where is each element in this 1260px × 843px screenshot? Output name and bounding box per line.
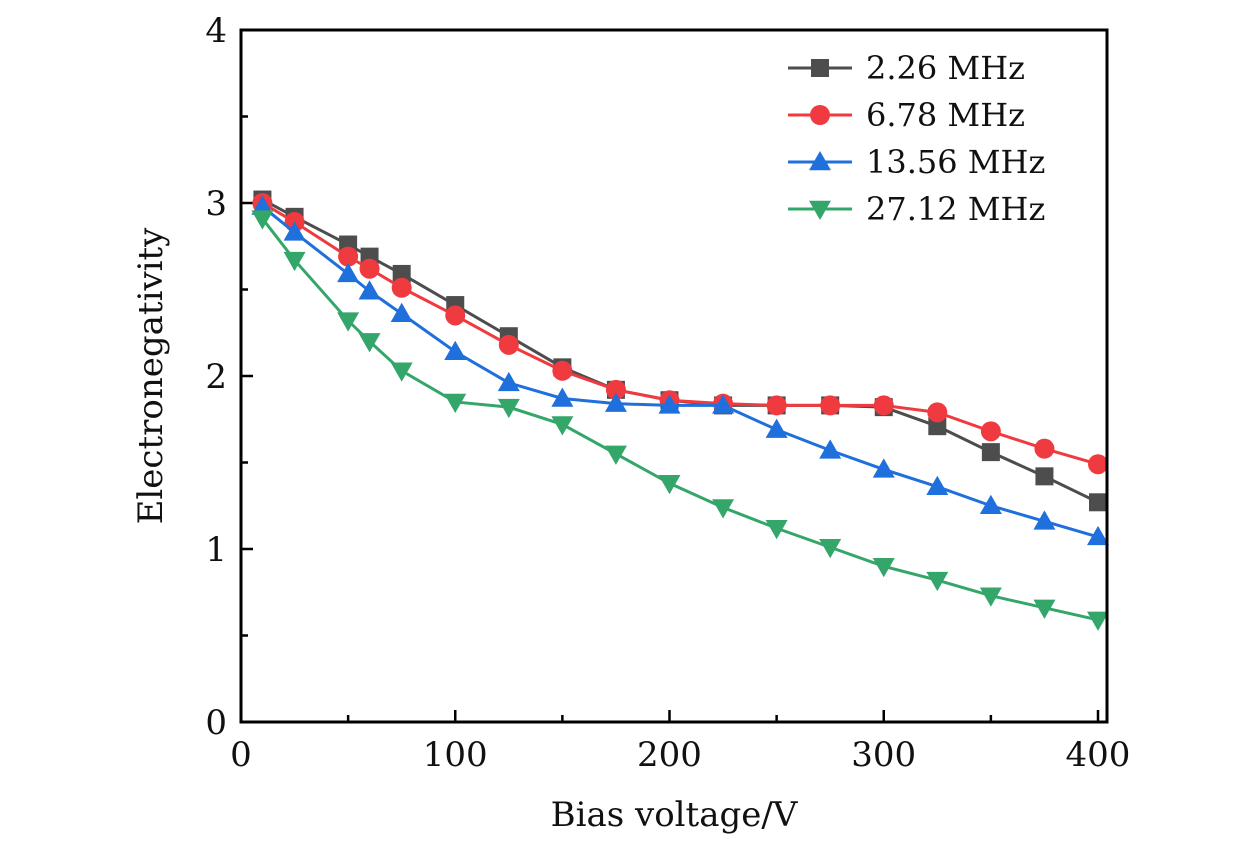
data-point: [658, 475, 681, 495]
series-6-78-mhz: [252, 193, 1108, 475]
data-point: [979, 494, 1002, 514]
data-point: [338, 246, 359, 267]
data-point: [604, 392, 627, 412]
x-axis-title: Bias voltage/V: [551, 795, 799, 835]
data-point: [337, 262, 360, 283]
data-point: [766, 395, 787, 416]
data-point: [872, 458, 895, 478]
data-point: [1089, 493, 1107, 512]
data-point: [927, 402, 948, 423]
legend-item: 13.56 MHz: [788, 143, 1045, 181]
data-point: [712, 499, 735, 519]
data-point: [551, 387, 574, 407]
data-point: [979, 587, 1002, 607]
data-point: [765, 519, 788, 540]
data-point: [604, 445, 627, 465]
legend-label: 27.12 MHz: [866, 190, 1045, 228]
data-point: [497, 398, 520, 419]
data-point: [605, 379, 626, 400]
y-tick-label: 3: [205, 184, 227, 224]
data-point: [337, 312, 360, 332]
legend-label: 13.56 MHz: [866, 143, 1045, 181]
y-tick-label: 2: [205, 357, 227, 397]
series-line: [261, 198, 1099, 504]
data-point: [498, 334, 519, 355]
data-point: [980, 421, 1001, 442]
data-point: [390, 302, 413, 322]
data-point: [819, 539, 842, 559]
data-point: [981, 443, 1000, 462]
data-point: [359, 258, 380, 279]
y-tick-label: 0: [205, 703, 227, 743]
data-point: [1033, 510, 1056, 530]
x-tick-label: 400: [1066, 735, 1131, 775]
data-point: [658, 394, 681, 414]
data-point: [283, 221, 306, 241]
data-point: [1034, 438, 1055, 459]
data-point: [551, 416, 574, 436]
data-point: [444, 340, 467, 361]
data-point: [872, 558, 895, 578]
legend-marker: [811, 59, 829, 77]
legend: 2.26 MHz 6.78 MHz 13.56 MHz 27.12 MHz: [788, 49, 1045, 228]
y-tick-label: 4: [205, 11, 227, 51]
series-line: [261, 201, 1099, 466]
legend-label: 2.26 MHz: [866, 49, 1025, 87]
data-point: [391, 277, 412, 298]
legend-label: 6.78 MHz: [866, 96, 1025, 134]
y-axis-title: Electronegativity: [131, 227, 171, 525]
data-point: [1035, 467, 1054, 486]
data-point: [251, 195, 274, 215]
x-tick-label: 200: [637, 735, 702, 775]
tick-labels: 0 100 200 300 400 0 1 2 3 4: [205, 11, 1130, 775]
legend-item: 2.26 MHz: [788, 49, 1025, 87]
y-tick-label: 1: [205, 530, 227, 570]
data-point: [820, 395, 841, 416]
data-point: [928, 417, 947, 436]
data-point: [712, 394, 735, 414]
x-tick-label: 0: [230, 735, 252, 775]
data-point: [251, 210, 274, 230]
data-point: [1033, 599, 1056, 619]
data-point: [1088, 454, 1108, 475]
legend-marker: [809, 151, 831, 171]
data-point: [765, 418, 788, 438]
data-point: [926, 571, 949, 592]
legend-marker: [809, 200, 831, 220]
series-27-12-mhz: [251, 210, 1109, 631]
legend-item: 6.78 MHz: [788, 96, 1025, 134]
x-tick-label: 100: [423, 735, 488, 775]
data-point: [283, 251, 306, 272]
data-point: [819, 439, 842, 459]
data-point: [1087, 525, 1109, 546]
data-point: [873, 395, 894, 416]
x-tick-label: 300: [851, 735, 916, 775]
data-point: [358, 280, 381, 300]
data-point: [497, 371, 520, 392]
series-13-56-mhz: [251, 195, 1109, 546]
data-point: [358, 333, 381, 353]
data-point: [392, 264, 411, 283]
data-point: [552, 360, 573, 381]
data-point: [390, 362, 413, 382]
plot-frame: [239, 28, 1109, 724]
data-point: [445, 305, 466, 326]
data-point: [444, 393, 467, 413]
data-point: [926, 475, 949, 495]
legend-marker: [810, 105, 830, 125]
data-point: [1087, 611, 1109, 631]
legend-item: 27.12 MHz: [788, 190, 1045, 228]
series-layer: [251, 190, 1109, 631]
